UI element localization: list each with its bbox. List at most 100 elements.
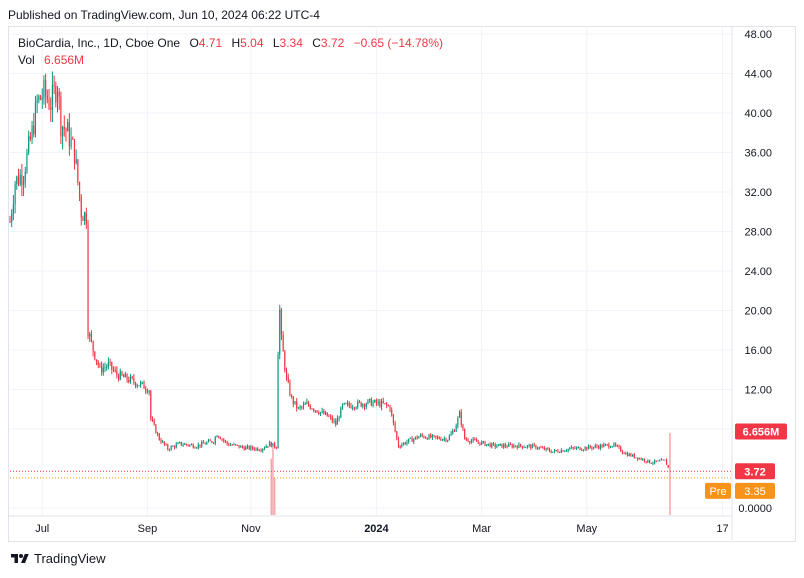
candle-body (618, 445, 620, 447)
candle-body (151, 419, 154, 421)
candle-body (632, 454, 634, 457)
candle-body (562, 450, 564, 452)
candle-body (421, 434, 423, 436)
candle-body (530, 445, 532, 449)
pre-market-tag (705, 482, 731, 499)
candle-body (17, 176, 20, 185)
candle-body (630, 453, 632, 457)
candle-body (175, 444, 177, 448)
candle-body (577, 447, 579, 449)
candle-body (537, 448, 539, 450)
candle-body (391, 409, 393, 415)
candle-body (535, 445, 537, 449)
candle-body (180, 442, 182, 446)
candle-body (28, 136, 30, 153)
candle-body (250, 446, 252, 450)
candle-body (559, 452, 561, 454)
candle-body (409, 437, 411, 439)
candle-body (601, 444, 603, 448)
candle-body (341, 404, 344, 408)
candle-body (48, 99, 50, 109)
x-tick-label: 17 (716, 523, 728, 535)
candle-body (34, 102, 37, 135)
candle-body (211, 440, 213, 443)
volume-tag (735, 423, 787, 440)
candle-body (301, 406, 303, 408)
candle-body (533, 444, 535, 446)
candle-body (294, 401, 296, 404)
candle-body (221, 439, 223, 441)
footer-brand[interactable]: TradingView (10, 551, 106, 566)
candle-body (370, 398, 372, 406)
candle-body (330, 416, 332, 418)
candle-body (615, 443, 617, 446)
last-price-label: 3.72 (744, 466, 765, 478)
candle-body (109, 361, 111, 363)
candle-body (340, 407, 342, 418)
candle-body (134, 382, 137, 387)
candle-body (84, 212, 86, 221)
candle-body (591, 447, 593, 449)
open-value: 4.71 (198, 36, 223, 50)
candle-body (338, 417, 340, 419)
candle-body (462, 424, 464, 429)
candle-body (548, 449, 551, 452)
candle-body (46, 95, 48, 100)
candle-body (114, 370, 116, 372)
candle-body (268, 442, 271, 447)
candle-body (201, 442, 203, 447)
candle-body (163, 441, 165, 445)
candle-body (116, 370, 118, 376)
candle-body (550, 451, 552, 453)
candle-body (394, 422, 396, 432)
candle-body (584, 447, 586, 450)
candle-body (131, 376, 133, 379)
candle-body (335, 420, 337, 425)
candle-body (419, 434, 422, 437)
candle-body (331, 417, 333, 422)
candle-body (650, 462, 652, 464)
candle-body (380, 400, 383, 407)
candle-body (304, 403, 306, 405)
candle-body (311, 408, 313, 410)
candle-body (177, 442, 179, 445)
candle-body (209, 440, 211, 442)
candle-body (503, 444, 505, 448)
candle-body (664, 459, 666, 461)
candle-body (460, 411, 462, 425)
candle-body (396, 431, 398, 439)
candle-body (179, 442, 181, 444)
footer-brand-label: TradingView (34, 551, 106, 566)
candle-body (377, 401, 379, 404)
candle-body (318, 412, 320, 414)
candle-body (124, 374, 126, 378)
y-tick-label: 28.00 (744, 227, 772, 239)
candle-body (542, 447, 544, 449)
candle-body (155, 424, 157, 434)
candle-body (472, 438, 474, 441)
candle-body (238, 445, 240, 448)
candle-body (111, 361, 113, 370)
candle-body (637, 457, 639, 460)
candle-body (399, 446, 401, 448)
candle-body (457, 417, 459, 426)
pre-market-value-tag (735, 482, 775, 499)
candle-body (626, 453, 629, 457)
candle-body (479, 442, 481, 445)
candle-body (521, 446, 523, 448)
high-label: H (231, 36, 241, 50)
candle-body (282, 334, 284, 352)
candle-body (92, 340, 94, 352)
candle-body (260, 450, 262, 452)
candle-body (90, 333, 93, 341)
candle-body (363, 404, 366, 407)
candle-body (229, 444, 232, 446)
candle-body (296, 401, 298, 409)
candle-body (173, 446, 176, 448)
candle-body (406, 441, 408, 444)
candle-body (448, 435, 450, 441)
candle-body (484, 441, 486, 446)
candle-body (557, 450, 559, 453)
candle-body (572, 447, 574, 449)
